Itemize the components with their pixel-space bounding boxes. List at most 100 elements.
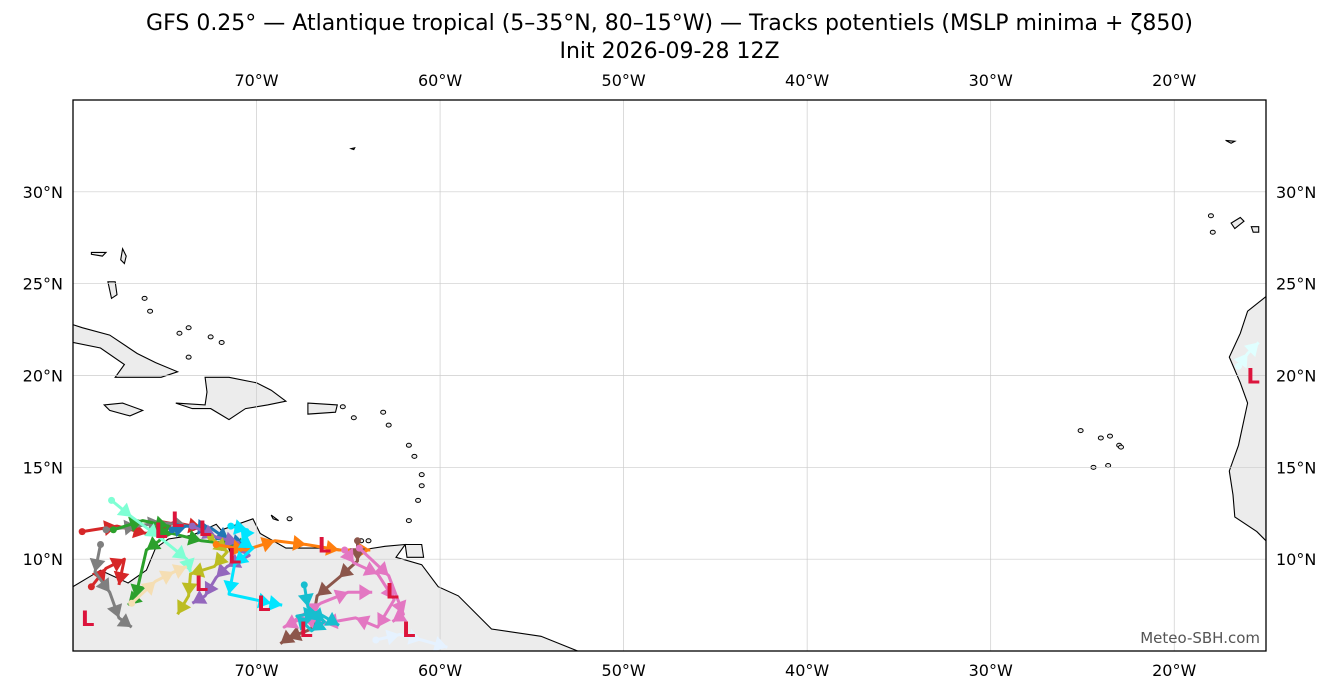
track-step-arrow <box>240 525 255 541</box>
track-step-arrow <box>260 537 275 553</box>
lon-tick-bottom: 70°W <box>234 661 278 680</box>
track-step-arrow <box>204 580 219 596</box>
track-step-arrow <box>154 515 169 532</box>
small-island <box>418 472 425 478</box>
lat-tick-left: 30°N <box>23 183 63 202</box>
lon-tick-bottom: 20°W <box>1152 661 1196 680</box>
low-pressure-marker: L <box>154 519 167 543</box>
tenerife-land <box>1230 216 1245 230</box>
small-island <box>1106 433 1113 439</box>
low-pressure-marker: L <box>228 544 241 568</box>
axis-labels: 70°W 70°W 60°W 60°W 50°W 50°W 40°W 40°W 30°W 30°W… <box>23 71 1317 680</box>
small-island <box>411 453 418 459</box>
track-step-arrow <box>377 612 392 628</box>
track-step-arrow <box>380 584 395 600</box>
aruba-curacao-land <box>270 514 279 522</box>
small-island <box>207 334 214 340</box>
lon-tick-top: 70°W <box>234 71 278 90</box>
track-start-point <box>87 583 95 591</box>
track-step-arrow <box>292 535 307 551</box>
track-step-arrow <box>311 616 327 631</box>
track-step-arrow <box>268 595 283 611</box>
track-start-point <box>372 636 380 644</box>
track-step-arrow <box>392 607 408 622</box>
lon-tick-top: 40°W <box>785 71 829 90</box>
track-step-arrow <box>123 519 138 536</box>
track-step-arrow <box>107 603 123 618</box>
lat-tick-right: 25°N <box>1276 275 1316 294</box>
small-island <box>1105 462 1112 468</box>
lon-tick-top: 30°W <box>969 71 1013 90</box>
track-step-arrow <box>362 561 378 576</box>
lon-tick-bottom: 30°W <box>969 661 1013 680</box>
small-island <box>339 404 346 410</box>
track-start-point <box>102 526 110 534</box>
track-start-point <box>353 537 361 545</box>
graticule <box>73 100 1266 651</box>
track-step-arrow <box>339 547 354 563</box>
track-step-arrow <box>1233 353 1248 369</box>
track-start-point <box>108 496 116 504</box>
south-america-land <box>73 518 578 651</box>
track-start-point <box>355 544 363 552</box>
bermuda-land <box>349 146 356 151</box>
track-step-arrow <box>177 599 192 615</box>
track-step-arrow <box>95 577 110 593</box>
track-step-arrow <box>89 557 106 572</box>
small-island <box>1282 221 1287 225</box>
small-island <box>415 497 422 503</box>
small-island <box>405 518 412 524</box>
track-step-arrow <box>216 562 231 578</box>
track-step-arrow <box>333 589 349 605</box>
track-step-arrow <box>144 523 160 538</box>
lat-tick-left: 20°N <box>23 367 63 386</box>
map-title: GFS 0.25° — Atlantique tropical (5–35°N,… <box>146 11 1193 36</box>
lat-tick-right: 10°N <box>1276 550 1316 569</box>
track-step-arrow <box>113 570 130 585</box>
small-island <box>405 442 412 448</box>
track-step-arrow <box>227 553 243 568</box>
track-start-point <box>78 528 86 536</box>
lon-tick-top: 60°W <box>418 71 462 90</box>
track-start-point <box>161 528 169 536</box>
grand-bahama-land <box>90 251 108 257</box>
track-start-point <box>128 599 136 607</box>
small-island <box>380 409 387 415</box>
small-island <box>1207 213 1214 219</box>
small-island <box>1077 428 1084 434</box>
lat-tick-right: 20°N <box>1276 367 1316 386</box>
small-island <box>147 308 154 314</box>
map-frame <box>72 99 1267 652</box>
track-step-arrow <box>116 502 132 517</box>
low-pressure-marker: L <box>198 517 211 541</box>
track-step-arrow <box>280 629 296 644</box>
lat-tick-left: 15°N <box>23 458 63 477</box>
puerto-rico-land <box>307 402 338 415</box>
low-pressure-marker: L <box>1246 365 1259 389</box>
track-step-arrow <box>433 636 448 651</box>
track-step-arrow <box>339 563 354 578</box>
track-start-point <box>109 526 117 534</box>
map-subtitle: Init 2026-09-28 12Z <box>559 39 780 64</box>
track-step-arrow <box>187 529 202 546</box>
madeira-land <box>1225 139 1237 144</box>
hispaniola-land <box>175 376 288 421</box>
small-island <box>1097 435 1104 441</box>
lat-tick-right: 30°N <box>1276 183 1316 202</box>
track-step-arrow <box>179 557 195 572</box>
small-island <box>141 295 148 301</box>
lon-tick-bottom: 40°W <box>785 661 829 680</box>
low-pressure-marker: L <box>386 579 399 603</box>
track-start-point <box>188 522 196 530</box>
low-pressure-marker: L <box>299 618 312 642</box>
track-step-arrow <box>1244 342 1259 358</box>
track-step-arrow <box>234 550 250 565</box>
track-step-arrow <box>171 544 187 560</box>
track-step-arrow <box>109 557 125 572</box>
small-island <box>385 422 392 428</box>
track-step-arrow <box>391 599 407 615</box>
low-pressure-marker: L <box>257 592 270 616</box>
track-step-arrow <box>303 606 318 623</box>
small-island <box>1289 210 1294 214</box>
